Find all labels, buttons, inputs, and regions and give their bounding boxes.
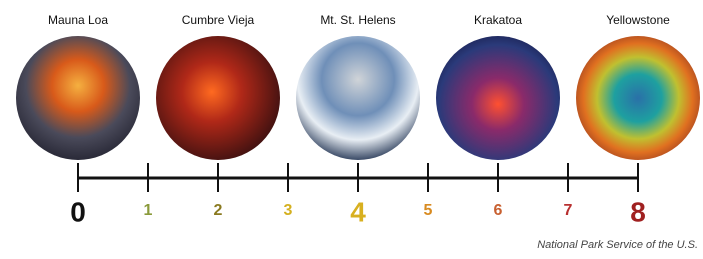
volcano-name: Mauna Loa bbox=[48, 13, 108, 27]
volcano-image bbox=[436, 36, 560, 160]
scale-label: 2 bbox=[214, 202, 223, 219]
scale-label: 8 bbox=[630, 196, 646, 227]
volcano-images bbox=[16, 36, 700, 160]
volcano-name: Cumbre Vieja bbox=[182, 13, 255, 27]
scale-label: 7 bbox=[564, 202, 573, 219]
scale-label: 4 bbox=[350, 196, 366, 227]
volcano-image bbox=[16, 36, 140, 160]
scale-label: 3 bbox=[284, 202, 293, 219]
scale-label: 6 bbox=[494, 202, 503, 219]
volcano-name: Yellowstone bbox=[606, 13, 670, 27]
volcano-image bbox=[576, 36, 700, 160]
credit: National Park Service of the U.S. bbox=[537, 239, 698, 251]
scale-label: 0 bbox=[70, 196, 86, 227]
volcano-name: Mt. St. Helens bbox=[320, 13, 395, 27]
scale-label: 1 bbox=[144, 202, 153, 219]
scale-label: 5 bbox=[424, 202, 433, 219]
volcano-name: Krakatoa bbox=[474, 13, 522, 27]
vei-diagram: National Park Service of the U.S. 0 1 2 3 4 5… bbox=[0, 0, 703, 259]
volcano-image bbox=[296, 36, 420, 160]
volcano-image bbox=[156, 36, 280, 160]
